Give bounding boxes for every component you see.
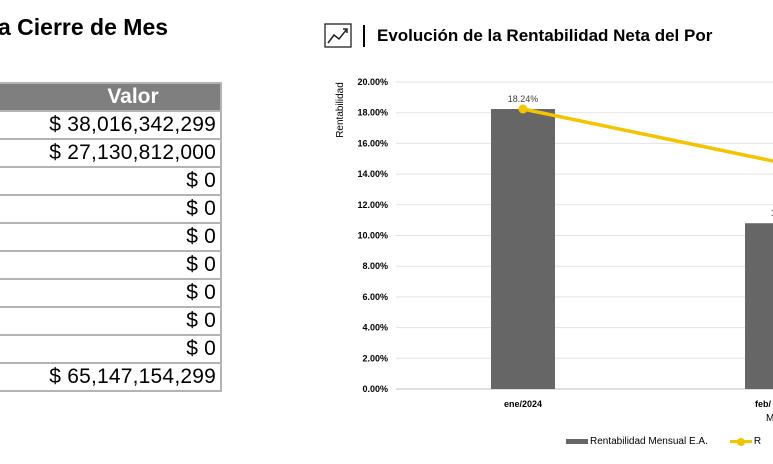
y-axis-label: Rentabilidad [335, 82, 346, 138]
x-category-label: feb/ [755, 399, 772, 409]
y-tick-label: 8.00% [362, 261, 388, 271]
y-tick-label: 18.00% [357, 108, 388, 118]
y-tick-label: 0.00% [362, 384, 388, 394]
legend-bar-swatch [566, 439, 588, 444]
value-cell: $ 0 [0, 278, 222, 308]
table-row: $ 38,016,342,299 [0, 110, 222, 140]
y-tick-label: 6.00% [362, 292, 388, 302]
value-column-header: Valor [0, 82, 222, 112]
table-row: $ 0 [0, 166, 222, 196]
bar-series: 18.24% 10. [491, 94, 773, 390]
chart-title: Evolución de la Rentabilidad Neta del Po… [377, 26, 713, 45]
line-series [518, 104, 773, 164]
table-row: $ 0 [0, 222, 222, 252]
table-row: $ 0 [0, 250, 222, 280]
table-row: $ 0 [0, 194, 222, 224]
value-cell: $ 0 [0, 334, 222, 364]
bar-data-label: 18.24% [508, 94, 539, 104]
chart-gridlines [396, 81, 773, 390]
line-chart-icon [324, 23, 352, 48]
x-axis-label-partial: M [766, 413, 773, 424]
value-cell: $ 0 [0, 222, 222, 252]
bar [491, 109, 555, 390]
value-cell: $ 0 [0, 166, 222, 196]
y-tick-label: 2.00% [362, 353, 388, 363]
y-tick-label: 10.00% [357, 231, 388, 241]
total-value-cell: $ 65,147,154,299 [0, 362, 222, 392]
line-path [522, 107, 773, 163]
value-table: Valor $ 38,016,342,299 $ 27,130,812,000 … [0, 82, 222, 392]
bar [745, 223, 773, 389]
total-row: $ 65,147,154,299 [0, 362, 222, 392]
chart-legend: Rentabilidad Mensual E.A. R [566, 436, 761, 447]
table-row: $ 0 [0, 334, 222, 364]
legend-item-bar: Rentabilidad Mensual E.A. [590, 436, 708, 447]
table-row: $ 0 [0, 278, 222, 308]
table-row: $ 27,130,812,000 [0, 138, 222, 168]
value-cell: $ 0 [0, 306, 222, 336]
value-cell: $ 0 [0, 250, 222, 280]
chart-header: Evolución de la Rentabilidad Neta del Po… [323, 20, 712, 52]
y-axis-ticks: 0.00% 2.00% 4.00% 6.00% 8.00% 10.00% 12.00% 14.… [357, 77, 388, 394]
x-category-label: ene/2024 [504, 399, 542, 409]
y-tick-label: 14.00% [357, 169, 388, 179]
bar-data-label: 10. [771, 208, 773, 218]
y-tick-label: 20.00% [357, 77, 388, 87]
value-cell: $ 27,130,812,000 [0, 138, 222, 168]
y-tick-label: 12.00% [357, 200, 388, 210]
y-tick-label: 4.00% [362, 323, 388, 333]
value-cell: $ 0 [0, 194, 222, 224]
table-row: $ 0 [0, 306, 222, 336]
header-divider [363, 25, 365, 47]
line-point [518, 104, 528, 114]
legend-line-swatch [729, 437, 752, 446]
y-tick-label: 16.00% [357, 138, 388, 148]
x-axis-categories: ene/2024 feb/M [504, 399, 773, 424]
value-cell: $ 38,016,342,299 [0, 110, 222, 140]
legend-item-line: R [753, 436, 762, 447]
summary-title: a Cierre de Mes [0, 14, 169, 40]
